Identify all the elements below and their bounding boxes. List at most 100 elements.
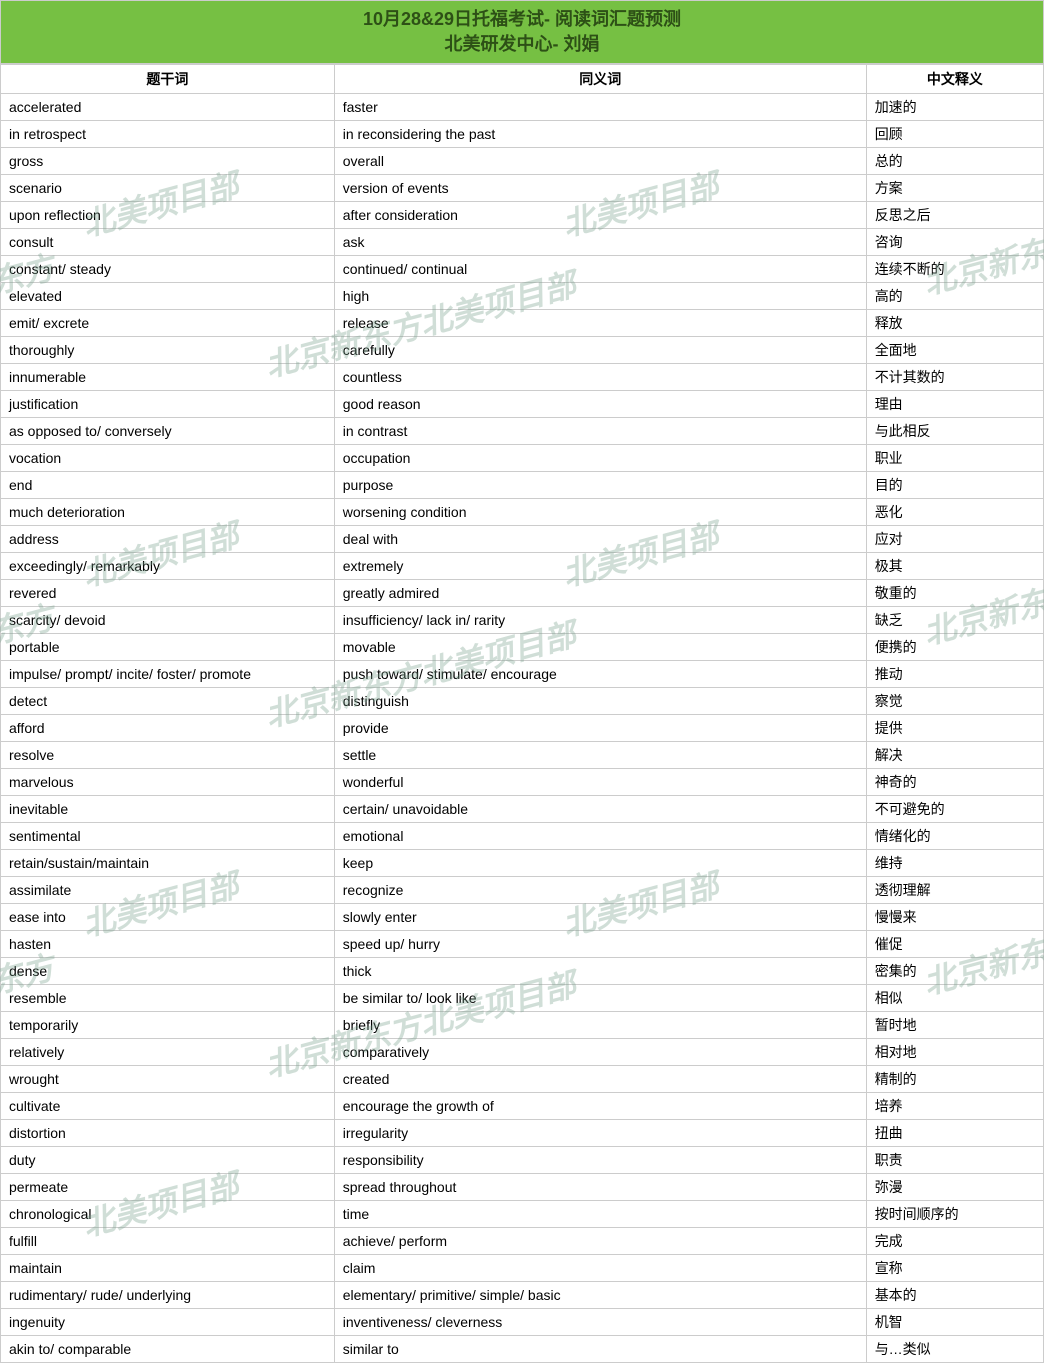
table-row: reveredgreatly admired敬重的 (1, 580, 1044, 607)
table-row: akin to/ comparablesimilar to与…类似 (1, 1336, 1044, 1363)
table-row: scarcity/ devoidinsufficiency/ lack in/ … (1, 607, 1044, 634)
table-cell: 解决 (866, 742, 1043, 769)
table-cell: speed up/ hurry (334, 931, 866, 958)
table-cell: 机智 (866, 1309, 1043, 1336)
table-cell: purpose (334, 472, 866, 499)
table-cell: emit/ excrete (1, 310, 335, 337)
table-cell: ingenuity (1, 1309, 335, 1336)
table-cell: thoroughly (1, 337, 335, 364)
table-row: affordprovide提供 (1, 715, 1044, 742)
table-cell: 透彻理解 (866, 877, 1043, 904)
table-row: grossoverall总的 (1, 148, 1044, 175)
table-cell: 慢慢来 (866, 904, 1043, 931)
table-cell: 咨询 (866, 229, 1043, 256)
table-cell: resolve (1, 742, 335, 769)
table-row: vocationoccupation职业 (1, 445, 1044, 472)
table-cell: 释放 (866, 310, 1043, 337)
table-row: in retrospectin reconsidering the past回顾 (1, 121, 1044, 148)
table-row: temporarilybriefly暂时地 (1, 1012, 1044, 1039)
table-row: portablemovable便携的 (1, 634, 1044, 661)
table-row: chronologicaltime按时间顺序的 (1, 1201, 1044, 1228)
table-cell: emotional (334, 823, 866, 850)
table-cell: recognize (334, 877, 866, 904)
table-cell: elevated (1, 283, 335, 310)
table-cell: 与…类似 (866, 1336, 1043, 1363)
vocabulary-table: 题干词 同义词 中文释义 acceleratedfaster加速的in retr… (0, 64, 1044, 1363)
table-row: exceedingly/ remarkablyextremely极其 (1, 553, 1044, 580)
table-cell: irregularity (334, 1120, 866, 1147)
table-cell: as opposed to/ conversely (1, 418, 335, 445)
table-row: maintainclaim宣称 (1, 1255, 1044, 1282)
table-row: fulfillachieve/ perform完成 (1, 1228, 1044, 1255)
table-row: hastenspeed up/ hurry催促 (1, 931, 1044, 958)
table-cell: 加速的 (866, 94, 1043, 121)
table-cell: briefly (334, 1012, 866, 1039)
table-cell: innumerable (1, 364, 335, 391)
table-cell: claim (334, 1255, 866, 1282)
header-title: 10月28&29日托福考试- 阅读词汇题预测 (1, 7, 1043, 32)
table-cell: in reconsidering the past (334, 121, 866, 148)
table-cell: accelerated (1, 94, 335, 121)
table-cell: 理由 (866, 391, 1043, 418)
table-cell: scenario (1, 175, 335, 202)
table-row: retain/sustain/maintainkeep维持 (1, 850, 1044, 877)
table-cell: keep (334, 850, 866, 877)
table-cell: 推动 (866, 661, 1043, 688)
table-cell: 职业 (866, 445, 1043, 472)
table-cell: 按时间顺序的 (866, 1201, 1043, 1228)
table-cell: release (334, 310, 866, 337)
table-cell: settle (334, 742, 866, 769)
table-cell: 宣称 (866, 1255, 1043, 1282)
table-row: emit/ excreterelease释放 (1, 310, 1044, 337)
table-row: much deteriorationworsening condition恶化 (1, 499, 1044, 526)
table-row: distortionirregularity扭曲 (1, 1120, 1044, 1147)
table-cell: 方案 (866, 175, 1043, 202)
table-cell: permeate (1, 1174, 335, 1201)
table-cell: scarcity/ devoid (1, 607, 335, 634)
table-cell: be similar to/ look like (334, 985, 866, 1012)
table-cell: extremely (334, 553, 866, 580)
table-cell: cultivate (1, 1093, 335, 1120)
table-cell: distortion (1, 1120, 335, 1147)
table-row: inevitablecertain/ unavoidable不可避免的 (1, 796, 1044, 823)
table-cell: 情绪化的 (866, 823, 1043, 850)
table-row: addressdeal with应对 (1, 526, 1044, 553)
table-cell: resemble (1, 985, 335, 1012)
table-cell: countless (334, 364, 866, 391)
table-cell: hasten (1, 931, 335, 958)
table-cell: version of events (334, 175, 866, 202)
table-row: permeatespread throughout弥漫 (1, 1174, 1044, 1201)
table-cell: ask (334, 229, 866, 256)
table-cell: sentimental (1, 823, 335, 850)
table-row: detectdistinguish察觉 (1, 688, 1044, 715)
table-header-row: 题干词 同义词 中文释义 (1, 65, 1044, 94)
table-cell: 弥漫 (866, 1174, 1043, 1201)
document-header: 10月28&29日托福考试- 阅读词汇题预测 北美研发中心- 刘娟 (0, 0, 1044, 64)
table-row: thoroughlycarefully全面地 (1, 337, 1044, 364)
table-cell: 不可避免的 (866, 796, 1043, 823)
table-cell: afford (1, 715, 335, 742)
table-cell: worsening condition (334, 499, 866, 526)
table-cell: 暂时地 (866, 1012, 1043, 1039)
table-cell: 回顾 (866, 121, 1043, 148)
table-cell: 不计其数的 (866, 364, 1043, 391)
table-row: sentimentalemotional情绪化的 (1, 823, 1044, 850)
table-cell: 精制的 (866, 1066, 1043, 1093)
table-row: rudimentary/ rude/ underlyingelementary/… (1, 1282, 1044, 1309)
table-cell: dense (1, 958, 335, 985)
table-cell: inventiveness/ cleverness (334, 1309, 866, 1336)
table-cell: faster (334, 94, 866, 121)
table-row: densethick密集的 (1, 958, 1044, 985)
table-cell: end (1, 472, 335, 499)
table-cell: thick (334, 958, 866, 985)
table-cell: detect (1, 688, 335, 715)
table-cell: 提供 (866, 715, 1043, 742)
table-cell: 职责 (866, 1147, 1043, 1174)
table-cell: temporarily (1, 1012, 335, 1039)
table-cell: 敬重的 (866, 580, 1043, 607)
table-row: resolvesettle解决 (1, 742, 1044, 769)
table-cell: inevitable (1, 796, 335, 823)
table-cell: 培养 (866, 1093, 1043, 1120)
table-cell: movable (334, 634, 866, 661)
table-cell: 恶化 (866, 499, 1043, 526)
